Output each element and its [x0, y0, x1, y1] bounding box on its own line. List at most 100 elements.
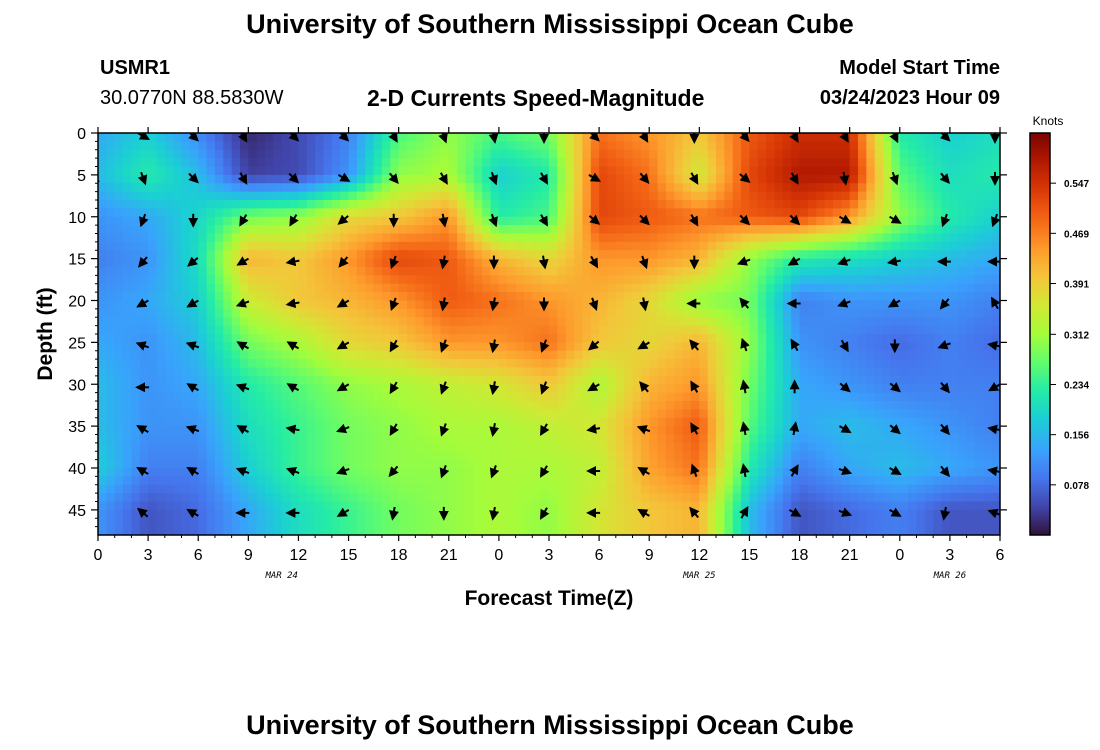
heat-cell: [607, 417, 617, 427]
heat-cell: [640, 283, 650, 293]
heat-cell: [615, 401, 625, 410]
heat-cell: [473, 367, 483, 377]
heat-cell: [98, 308, 107, 318]
heat-cell: [724, 417, 734, 427]
heat-cell: [473, 308, 483, 318]
heat-cell: [874, 484, 884, 494]
heat-cell: [774, 317, 784, 327]
heat-cell: [682, 426, 692, 436]
heat-cell: [632, 283, 642, 293]
heat-cell: [899, 468, 909, 477]
heat-cell: [440, 325, 450, 335]
heat-cell: [782, 183, 792, 193]
heat-cell: [774, 375, 784, 385]
heat-cell: [315, 509, 325, 519]
heat-cell: [306, 208, 316, 218]
heat-cell: [98, 216, 107, 226]
heat-cell: [732, 149, 742, 159]
heat-cell: [515, 375, 525, 385]
heat-cell: [983, 225, 993, 235]
heat-cell: [482, 191, 492, 201]
heat-cell: [707, 392, 717, 402]
heat-cell: [824, 501, 834, 511]
heat-cell: [206, 417, 216, 427]
heat-cell: [223, 166, 233, 176]
heat-cell: [106, 283, 116, 293]
heat-cell: [173, 417, 183, 427]
heat-cell: [540, 250, 550, 260]
heat-cell: [732, 359, 742, 369]
heat-cell: [615, 484, 625, 494]
heat-cell: [457, 141, 467, 151]
heat-cell: [883, 493, 893, 503]
heat-cell: [832, 233, 842, 243]
heat-cell: [432, 384, 442, 394]
heat-cell: [849, 216, 859, 226]
heat-cell: [189, 250, 199, 260]
heat-cell: [373, 468, 383, 477]
heat-cell: [398, 426, 408, 436]
heat-cell: [164, 267, 174, 276]
heat-cell: [423, 200, 433, 209]
heat-cell: [732, 300, 742, 310]
heat-cell: [398, 484, 408, 494]
heat-cell: [381, 283, 391, 293]
heat-cell: [724, 283, 734, 293]
heat-cell: [866, 434, 876, 444]
heat-cell: [690, 300, 700, 310]
heat-cell: [423, 509, 433, 519]
heat-cell: [891, 325, 901, 335]
heat-cell: [432, 166, 442, 176]
heat-cell: [958, 359, 968, 369]
heat-cell: [557, 208, 567, 218]
heat-cell: [315, 225, 325, 235]
heat-cell: [290, 166, 300, 176]
heat-cell: [348, 225, 358, 235]
heat-cell: [398, 493, 408, 503]
heat-cell: [231, 233, 241, 243]
heat-cell: [114, 275, 124, 285]
heat-cell: [465, 275, 475, 285]
heat-cell: [315, 484, 325, 494]
heat-cell: [807, 317, 817, 327]
heat-cell: [782, 308, 792, 318]
heat-cell: [281, 367, 291, 377]
heat-cell: [398, 308, 408, 318]
heat-cell: [173, 275, 183, 285]
heat-cell: [181, 191, 191, 201]
heat-cell: [632, 250, 642, 260]
heat-cell: [198, 375, 208, 385]
heat-cell: [874, 166, 884, 176]
heat-cell: [807, 258, 817, 268]
heat-cell: [106, 434, 116, 444]
heat-cell: [365, 267, 375, 276]
heat-cell: [181, 133, 191, 142]
heat-cell: [632, 401, 642, 410]
heat-cell: [866, 501, 876, 511]
heat-cell: [356, 133, 366, 142]
heat-cell: [223, 308, 233, 318]
heat-cell: [908, 317, 918, 327]
heat-cell: [440, 308, 450, 318]
heat-cell: [323, 317, 333, 327]
heat-cell: [432, 401, 442, 410]
heat-cell: [699, 459, 709, 469]
heat-cell: [432, 174, 442, 184]
heat-cell: [482, 451, 492, 461]
heat-cell: [356, 451, 366, 461]
heat-cell: [432, 334, 442, 343]
heat-cell: [415, 225, 425, 235]
heat-cell: [523, 317, 533, 327]
heat-cell: [858, 409, 867, 419]
heat-cell: [465, 350, 475, 360]
heat-cell: [415, 334, 425, 343]
heat-cell: [415, 174, 425, 184]
heat-cell: [841, 459, 851, 469]
heat-cell: [615, 468, 625, 477]
heat-cell: [348, 375, 358, 385]
heat-cell: [624, 434, 634, 444]
heat-cell: [549, 434, 558, 444]
heat-cell: [841, 149, 851, 159]
heat-cell: [265, 342, 274, 352]
heat-cell: [908, 275, 918, 285]
